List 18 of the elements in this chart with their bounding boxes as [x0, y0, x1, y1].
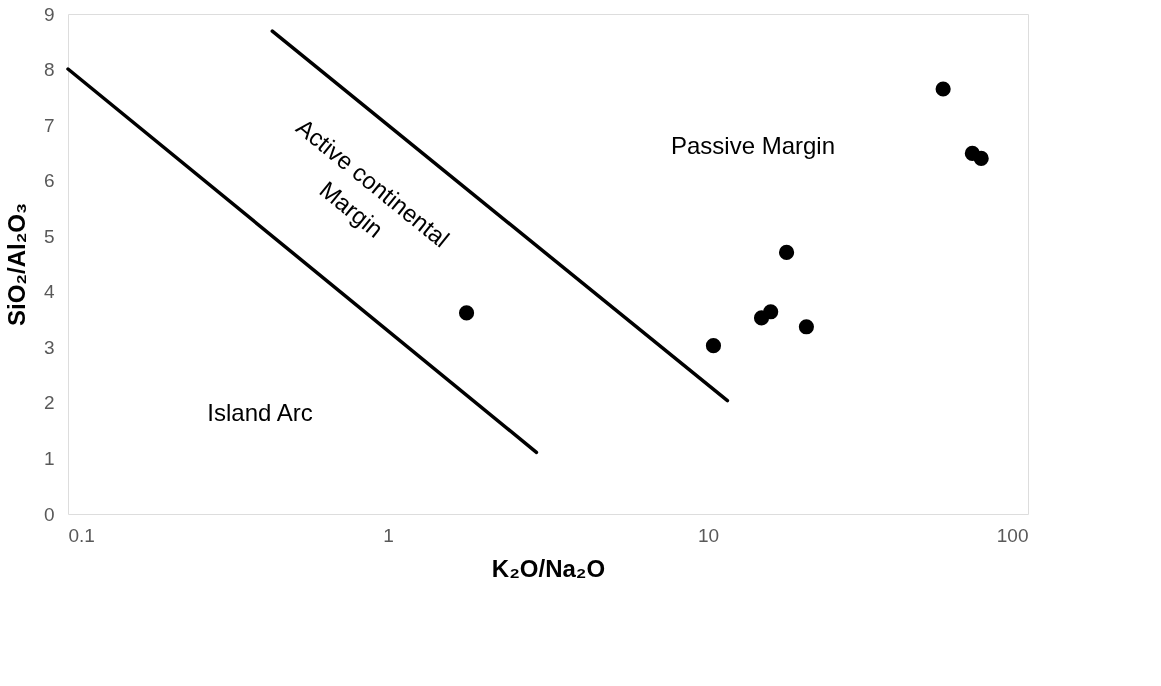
- y-axis-title: SiO₂/Al₂O₃: [2, 202, 30, 327]
- annotation: Island Arc: [207, 399, 313, 426]
- x-tick-label: 10: [697, 524, 720, 546]
- y-tick-label: 0: [43, 503, 55, 525]
- y-tick-label: 3: [43, 336, 55, 358]
- y-tick-label: 6: [43, 170, 55, 192]
- y-tick-label: 1: [43, 447, 55, 469]
- x-tick-label: 100: [996, 524, 1029, 546]
- y-tick-label: 7: [43, 114, 55, 136]
- y-tick-label: 8: [43, 59, 55, 81]
- x-axis-title: K₂O/Na₂O: [491, 554, 606, 582]
- y-tick-label: 5: [43, 225, 55, 247]
- y-tick-label: 9: [43, 3, 55, 25]
- y-tick-label: 2: [43, 392, 55, 414]
- y-tick-label: 4: [43, 281, 55, 303]
- x-tick-label: 0.1: [68, 524, 95, 546]
- x-tick-label: 1: [383, 524, 394, 546]
- annotation: Passive Margin: [670, 132, 836, 159]
